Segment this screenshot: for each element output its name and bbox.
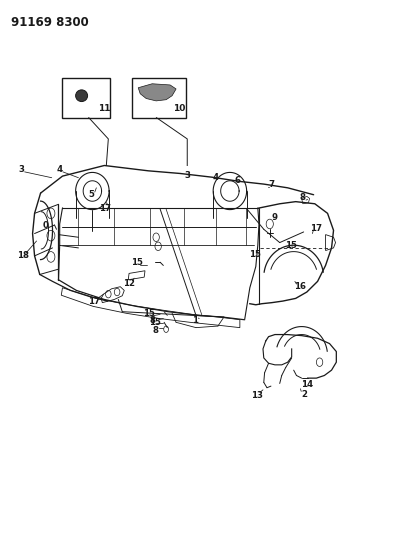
Text: 15: 15	[249, 251, 261, 260]
Text: 1: 1	[192, 316, 198, 325]
Text: 10: 10	[173, 104, 185, 114]
Text: 91169 8300: 91169 8300	[11, 15, 88, 29]
Text: 15: 15	[285, 241, 297, 250]
Text: 11: 11	[98, 104, 111, 114]
Text: 15: 15	[150, 318, 161, 327]
Text: 17: 17	[310, 224, 322, 233]
Text: 15: 15	[143, 309, 155, 318]
Text: 13: 13	[251, 391, 263, 400]
Text: 12: 12	[123, 279, 135, 288]
Text: 6: 6	[235, 176, 241, 185]
Text: 7: 7	[269, 180, 275, 189]
Bar	[62, 78, 110, 118]
Text: 4: 4	[57, 165, 63, 174]
Text: 2: 2	[302, 390, 308, 399]
Text: 8: 8	[152, 326, 158, 335]
Text: 17: 17	[88, 296, 100, 305]
Text: 4: 4	[213, 173, 219, 182]
Text: 3: 3	[18, 165, 24, 174]
Text: 5: 5	[89, 190, 94, 199]
Text: 15: 15	[131, 258, 143, 266]
Text: 9: 9	[272, 213, 278, 222]
Text: 16: 16	[294, 282, 306, 291]
Text: 17: 17	[99, 204, 111, 213]
Text: 14: 14	[301, 380, 313, 389]
Bar	[132, 78, 186, 118]
Text: 8: 8	[150, 316, 156, 325]
Text: 8: 8	[300, 193, 306, 202]
Text: 3: 3	[184, 171, 190, 180]
Ellipse shape	[76, 90, 88, 102]
Text: 0: 0	[42, 221, 48, 230]
Polygon shape	[138, 84, 176, 101]
Text: 18: 18	[17, 252, 29, 260]
